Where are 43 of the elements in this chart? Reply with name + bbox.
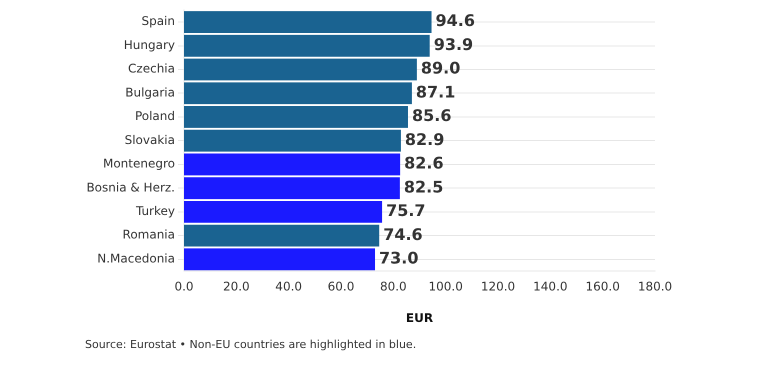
data-label: 82.6 <box>404 154 444 173</box>
x-tick-label: 140.0 <box>533 280 568 294</box>
x-tick-label: 20.0 <box>222 280 250 294</box>
y-tick-label: Poland <box>134 109 175 124</box>
data-label: 82.9 <box>404 130 444 149</box>
x-tick-label: 60.0 <box>328 280 354 294</box>
bar <box>184 130 401 152</box>
data-label: 82.5 <box>404 177 444 196</box>
bar <box>184 58 417 80</box>
data-label: 89.0 <box>420 58 460 78</box>
y-tick-label: N.Macedonia <box>97 251 175 266</box>
y-tick-label: Slovakia <box>124 132 175 147</box>
x-tick-label: 80.0 <box>380 280 407 294</box>
bar <box>184 82 412 104</box>
bar <box>184 34 430 57</box>
data-label: 75.7 <box>386 201 426 220</box>
y-tick-label: Bosnia & Herz. <box>86 180 175 194</box>
y-tick-label: Turkey <box>134 204 175 218</box>
source-note: Source: Eurostat • Non-EU countries are highlighted in blue. <box>85 338 416 351</box>
x-tick-label: 0.0 <box>174 280 194 294</box>
bar <box>184 248 376 270</box>
bar <box>184 11 432 33</box>
bar <box>184 200 382 223</box>
x-tick-label: 40.0 <box>275 280 302 294</box>
data-label: 73.0 <box>379 248 418 268</box>
data-label: 74.6 <box>383 224 423 244</box>
x-tick-label: 160.0 <box>585 280 620 294</box>
y-tick-label: Spain <box>141 14 175 28</box>
data-label: 93.9 <box>434 34 474 54</box>
y-tick-label: Montenegro <box>102 156 175 171</box>
x-axis-title: EUR <box>406 310 434 325</box>
data-label: 87.1 <box>416 82 456 102</box>
y-tick-label: Czechia <box>128 62 175 76</box>
x-tick-label: 120.0 <box>480 280 516 294</box>
bar <box>184 106 408 128</box>
y-tick-label: Hungary <box>124 38 175 52</box>
y-tick-label: Bulgaria <box>125 85 175 100</box>
bar <box>184 224 380 247</box>
data-label: 85.6 <box>412 106 452 126</box>
data-label: 94.6 <box>436 11 476 30</box>
y-tick-label: Romania <box>122 228 175 242</box>
x-tick-label: 180.0 <box>638 280 672 294</box>
x-tick-label: 100.0 <box>428 280 463 294</box>
